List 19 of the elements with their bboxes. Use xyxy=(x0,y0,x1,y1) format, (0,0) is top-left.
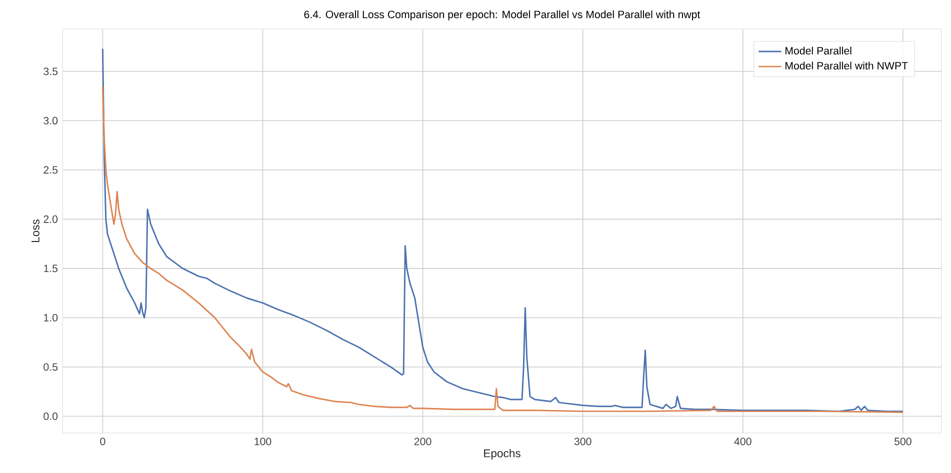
x-tick-label: 200 xyxy=(414,438,432,446)
y-tick-label: 3.5 xyxy=(44,68,58,76)
x-tick-label: 500 xyxy=(894,438,912,446)
y-axis-title: Loss xyxy=(32,219,40,242)
y-tick-label: 1.0 xyxy=(44,314,58,322)
y-tick-label: 0.5 xyxy=(44,363,58,371)
x-tick-label: 0 xyxy=(100,438,106,446)
x-tick-label: 400 xyxy=(734,438,752,446)
y-tick-label: 0.0 xyxy=(44,412,58,420)
y-tick-label: 2.0 xyxy=(44,215,58,223)
y-tick-label: 1.5 xyxy=(44,264,58,272)
legend-label: Model Parallel xyxy=(786,46,852,54)
y-tick-label: 2.5 xyxy=(44,166,58,174)
x-tick-label: 300 xyxy=(574,438,592,446)
y-tick-label: 3.0 xyxy=(44,116,58,124)
x-tick-label: 100 xyxy=(254,438,272,446)
chart-title: 6.4. Overall Loss Comparison per epoch: Model Parallel vs Model Parallel with nwpt xyxy=(304,10,700,20)
x-axis-title: Epochs xyxy=(484,449,520,460)
legend-label: Model Parallel with NWPT xyxy=(786,62,908,70)
